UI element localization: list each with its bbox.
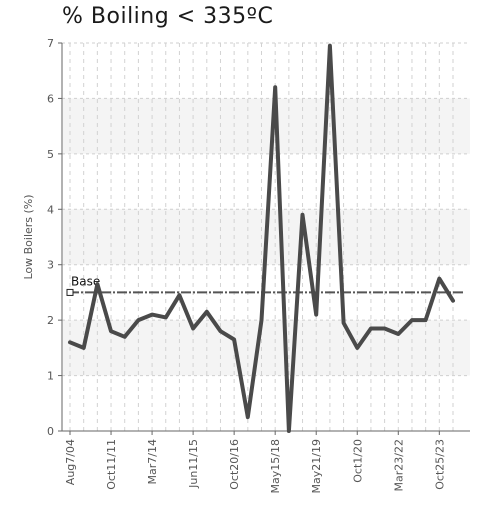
data-point [369, 326, 373, 331]
data-point [68, 340, 72, 344]
data-point [410, 318, 414, 322]
x-tick-label: Oct25/23 [433, 439, 446, 490]
data-point [95, 282, 99, 286]
data-point [246, 415, 250, 419]
x-tick-label: Oct11/11 [105, 439, 118, 490]
base-label: Base [71, 274, 100, 288]
data-point [273, 85, 277, 89]
y-tick-label: 7 [47, 37, 54, 50]
x-tick-label: Aug7/04 [64, 439, 77, 485]
y-tick-label: 0 [47, 425, 54, 438]
x-tick-label: Mar23/22 [392, 439, 405, 491]
y-tick-label: 1 [47, 370, 54, 383]
data-point [341, 321, 346, 325]
base-reference: Base [66, 274, 464, 296]
data-series [68, 43, 455, 433]
data-point [82, 346, 86, 350]
data-point [287, 429, 291, 433]
x-tick-label: May15/18 [269, 439, 282, 493]
data-point [424, 318, 428, 322]
data-point [150, 313, 154, 317]
data-point [177, 293, 182, 297]
data-point [232, 337, 236, 342]
x-tick-label: Jun11/15 [187, 439, 200, 489]
y-tick-label: 2 [47, 314, 54, 327]
data-point [191, 326, 195, 331]
data-point [109, 329, 113, 333]
band-5 [63, 98, 470, 154]
y-tick-label: 6 [47, 92, 54, 105]
data-point [314, 313, 318, 317]
base-marker [66, 288, 74, 296]
data-point [396, 332, 400, 336]
chart-title: % Boiling < 335ºC [62, 4, 274, 29]
axes [58, 42, 470, 435]
x-tick-label: Mar7/14 [146, 439, 159, 484]
data-point [451, 299, 455, 303]
tick-labels: 0 1 2 3 4 5 6 7 Low Boilers (%) Aug7/04 Oct11/11 Ma… [22, 37, 446, 493]
y-tick-label: 3 [47, 259, 54, 272]
data-point [218, 329, 223, 333]
data-point [136, 318, 140, 322]
x-tick-label: Oct20/16 [228, 439, 241, 490]
data-point [205, 310, 209, 314]
band-1 [63, 320, 470, 376]
data-point [328, 44, 332, 48]
data-point [164, 315, 168, 319]
y-axis-label: Low Boilers (%) [22, 194, 35, 279]
x-tick-label: May21/19 [310, 439, 323, 493]
data-point [355, 346, 359, 350]
x-tick-label: Oct1/20 [351, 439, 364, 483]
data-point [437, 276, 441, 281]
y-tick-label: 4 [47, 203, 54, 216]
data-point [123, 335, 127, 339]
data-point [259, 318, 264, 322]
y-tick-label: 5 [47, 148, 54, 161]
data-point [383, 326, 387, 331]
data-point [300, 213, 305, 217]
